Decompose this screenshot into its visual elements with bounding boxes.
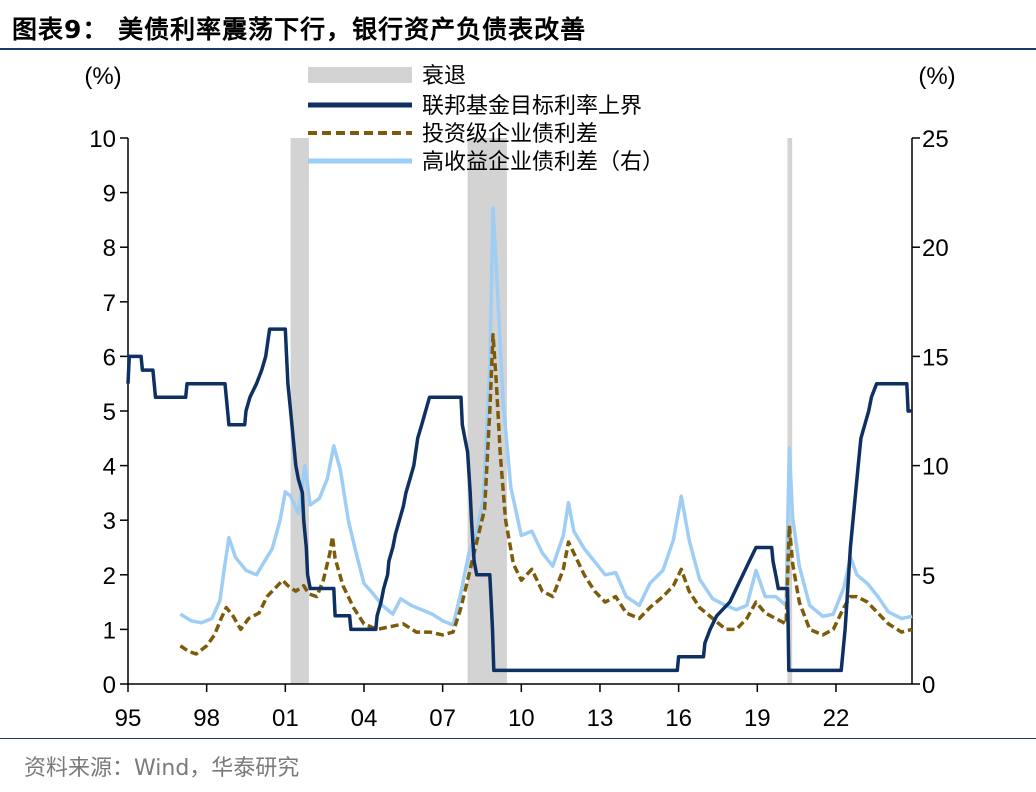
- y-left-tick-label: 6: [103, 344, 116, 371]
- legend: 衰退 联邦基金目标利率上界 投资级企业债利差 高收益企业债利差（右）: [308, 64, 664, 175]
- source-note: 资料来源：Wind，华泰研究: [24, 756, 300, 781]
- x-tick-label: 16: [665, 705, 692, 732]
- y-left-tick-label: 10: [89, 126, 116, 153]
- legend-label-hy: 高收益企业债利差（右）: [422, 150, 664, 175]
- figure-title: 图表9： 美债利率震荡下行，银行资产负债表改善: [12, 15, 587, 44]
- y-right-tick-label: 15: [922, 344, 949, 371]
- x-tick-label: 07: [429, 705, 456, 732]
- x-tick-label: 04: [351, 705, 378, 732]
- left-axis-unit: (%): [84, 63, 121, 90]
- top-rule: [0, 48, 1036, 50]
- legend-label-fed: 联邦基金目标利率上界: [422, 94, 642, 119]
- recession-band-0: [290, 138, 309, 684]
- y-left-tick-label: 9: [103, 181, 116, 208]
- y-left-tick-label: 1: [103, 617, 116, 644]
- bottom-rule: [0, 738, 1036, 739]
- x-tick-label: 19: [744, 705, 771, 732]
- line-fed-funds-upper: [126, 327, 912, 673]
- y-left-tick-label: 8: [103, 235, 116, 262]
- y-left-tick-label: 3: [103, 508, 116, 535]
- x-tick-label: 10: [508, 705, 535, 732]
- legend-swatch-recession: [308, 67, 412, 83]
- x-tick-label: 01: [272, 705, 299, 732]
- y-right-tick-label: 0: [922, 672, 935, 699]
- recession-band-2: [787, 138, 793, 684]
- y-right-tick-label: 25: [922, 126, 949, 153]
- y-left-tick-label: 7: [103, 290, 116, 317]
- legend-label-recession: 衰退: [422, 64, 466, 89]
- x-tick-label: 98: [193, 705, 220, 732]
- legend-label-ig: 投资级企业债利差: [422, 122, 598, 147]
- series-lines: [126, 206, 913, 673]
- y-left-tick-label: 5: [103, 399, 116, 426]
- y-left-tick-label: 0: [103, 672, 116, 699]
- x-tick-label: 22: [823, 705, 850, 732]
- x-tick-label: 95: [115, 705, 142, 732]
- right-axis-unit: (%): [918, 63, 955, 90]
- y-right-tick-label: 20: [922, 235, 949, 262]
- y-left-tick-label: 2: [103, 563, 116, 590]
- y-left-tick-label: 4: [103, 454, 116, 481]
- x-tick-label: 13: [587, 705, 614, 732]
- y-right-tick-label: 10: [922, 454, 949, 481]
- y-right-tick-label: 5: [922, 563, 935, 590]
